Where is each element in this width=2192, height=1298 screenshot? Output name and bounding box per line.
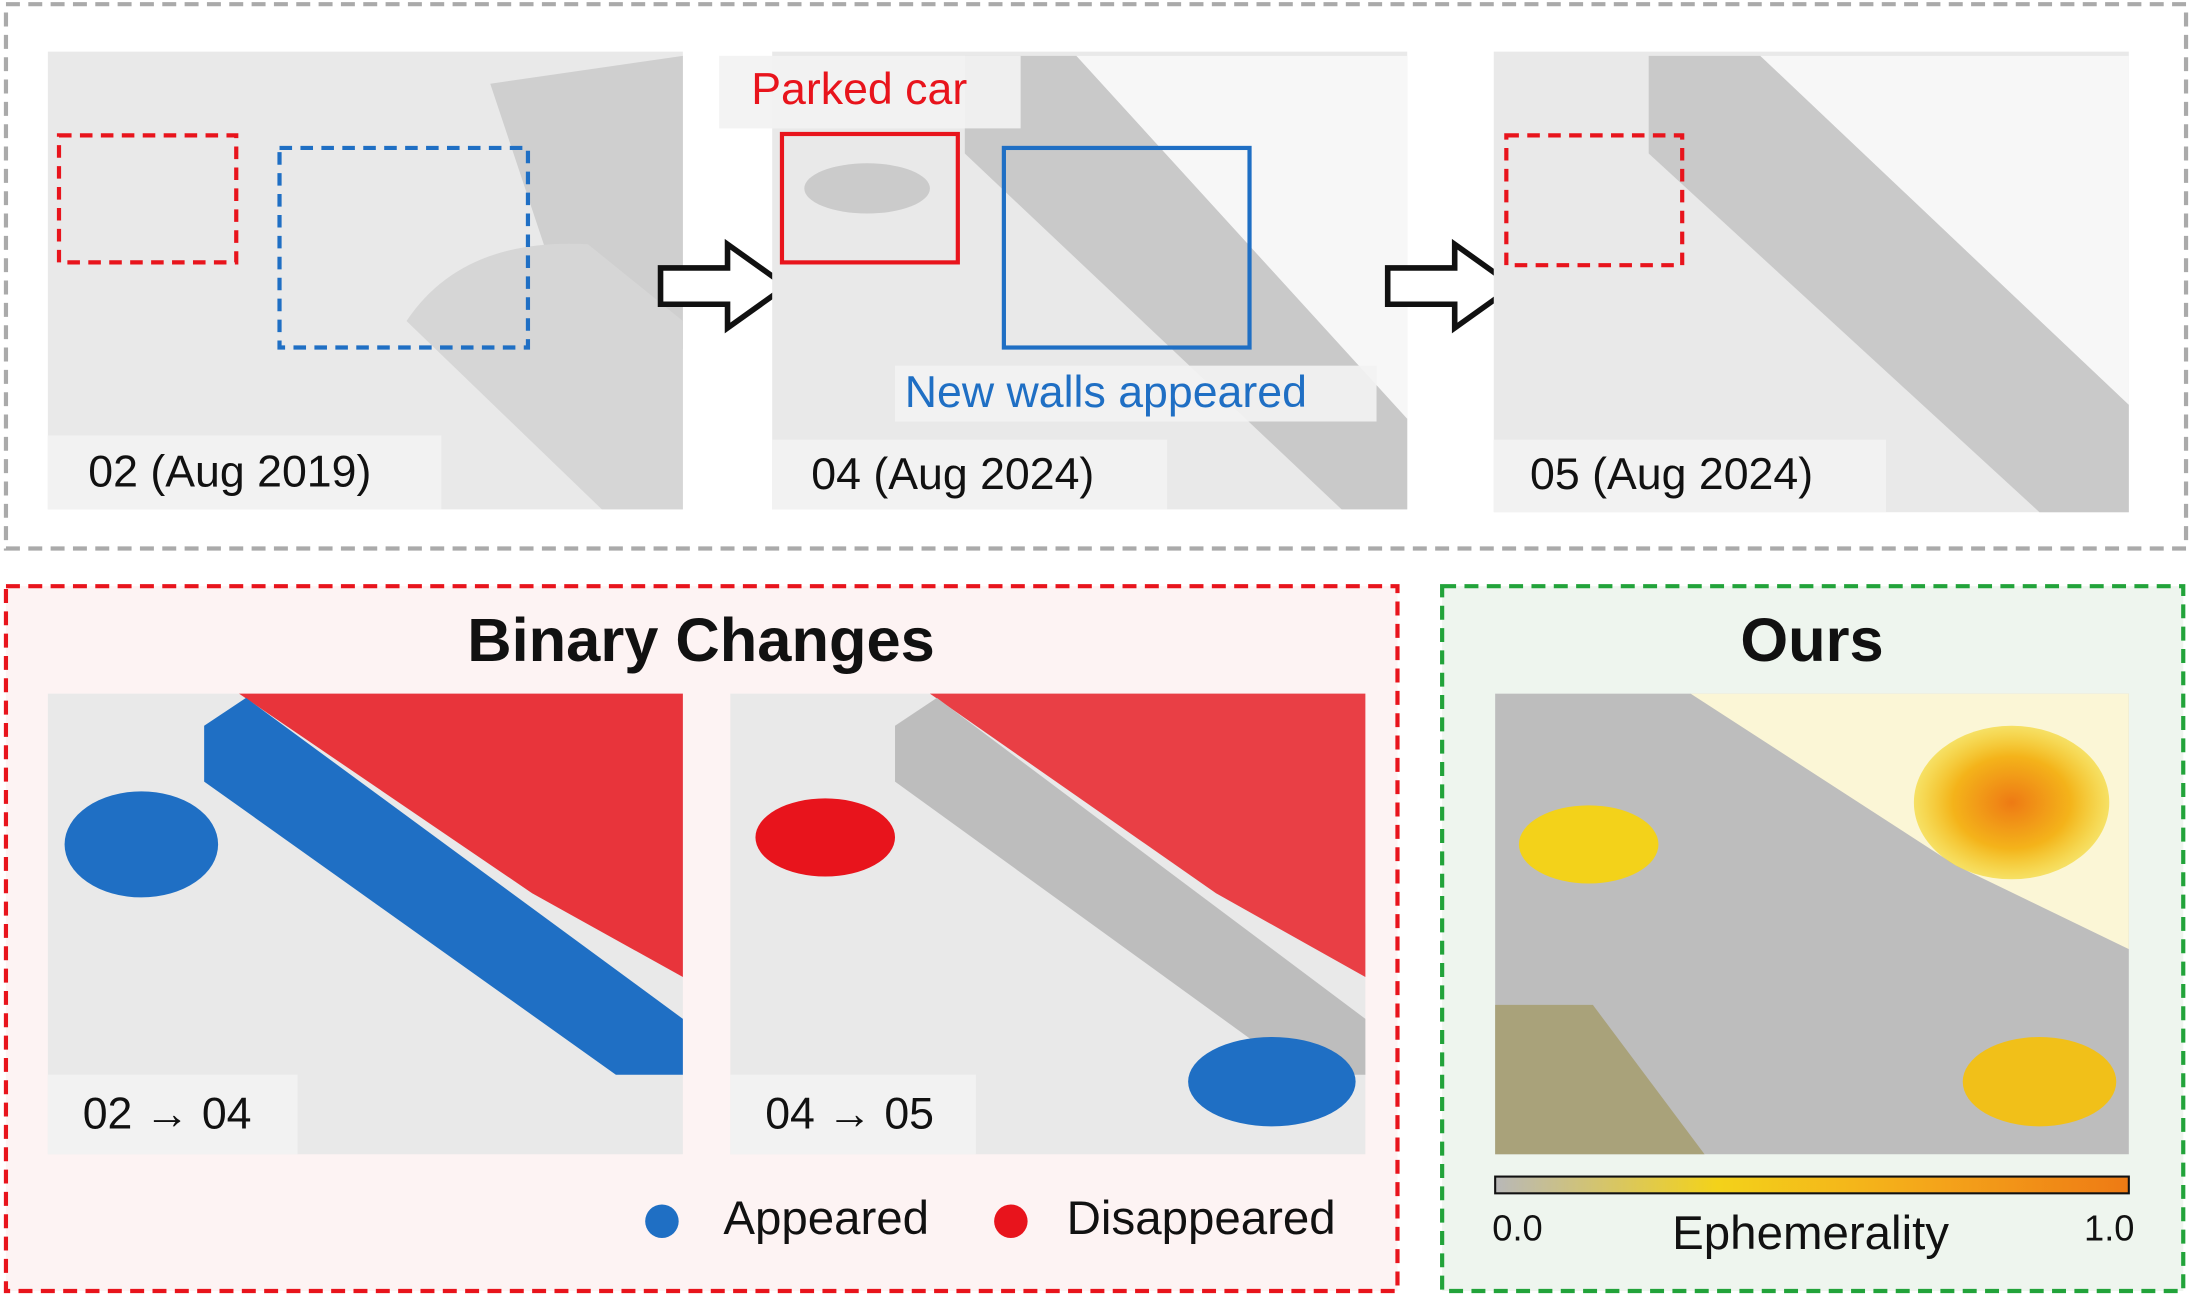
- disappeared-points: [929, 693, 1366, 977]
- colorbar-max: 1.0: [2084, 1208, 2134, 1249]
- car-region: [1504, 133, 1685, 268]
- car-points: [1962, 1037, 2117, 1127]
- section-title: Ours: [1740, 606, 1883, 675]
- label-box: [1493, 439, 1886, 513]
- wall-points: [1648, 55, 2129, 513]
- annotation: Parked car: [751, 65, 967, 114]
- label-box: [47, 1074, 298, 1155]
- tree-points: [1913, 725, 2110, 880]
- panel-label: 02 → 04: [83, 1089, 252, 1138]
- arrow: [657, 238, 791, 334]
- panel-label: 02 (Aug 2019): [88, 447, 371, 496]
- tree-points: [490, 55, 683, 349]
- label-box: [47, 435, 442, 510]
- arrow: [1384, 238, 1519, 334]
- section-title: Binary Changes: [467, 606, 935, 675]
- disappeared-points: [239, 693, 683, 977]
- legend: Appeared Disappeared: [645, 1192, 1336, 1245]
- appeared-points: [1188, 1037, 1356, 1127]
- disappeared-points: [755, 798, 896, 877]
- legend-marker: [994, 1204, 1028, 1238]
- annotation: New walls appeared: [905, 368, 1307, 417]
- label-box: [895, 365, 1377, 422]
- legend-label: Disappeared: [1067, 1192, 1336, 1245]
- label-box: [719, 55, 1021, 129]
- change-panel: 04 → 05: [730, 693, 1366, 1155]
- colorbar-label: Ephemerality: [1672, 1207, 1949, 1260]
- panel-label: 04 → 05: [765, 1089, 934, 1138]
- label-box: [772, 439, 1168, 510]
- legend-marker: [645, 1204, 679, 1238]
- car-region: [56, 133, 239, 265]
- curb-points: [406, 243, 683, 510]
- open-area: [1760, 55, 2129, 405]
- wall-points: [895, 697, 1366, 1075]
- legend-label: Appeared: [723, 1192, 929, 1245]
- scene-panel: 05 (Aug 2024): [1493, 51, 2129, 513]
- wall-region: [277, 145, 531, 350]
- wall-region: [1001, 145, 1252, 350]
- car-points: [1518, 805, 1659, 884]
- colorbar-min: 0.0: [1492, 1208, 1542, 1249]
- appeared-points: [204, 697, 683, 1075]
- car-region: [779, 131, 960, 265]
- scene-panel: Parked car New walls appeared 04 (Aug 20…: [719, 51, 1408, 510]
- panel-label: 05 (Aug 2024): [1530, 450, 1813, 499]
- ephemerality-panel: [1495, 693, 2129, 1155]
- panel-label: 04 (Aug 2024): [811, 450, 1094, 499]
- bush-points: [1495, 1004, 1705, 1155]
- car-points: [804, 163, 930, 214]
- scene-panel: 02 (Aug 2019): [47, 51, 683, 510]
- appeared-points: [64, 791, 219, 898]
- change-panel: 02 → 04: [47, 693, 683, 1155]
- colorbar: [1494, 1175, 2130, 1195]
- label-box: [730, 1074, 976, 1155]
